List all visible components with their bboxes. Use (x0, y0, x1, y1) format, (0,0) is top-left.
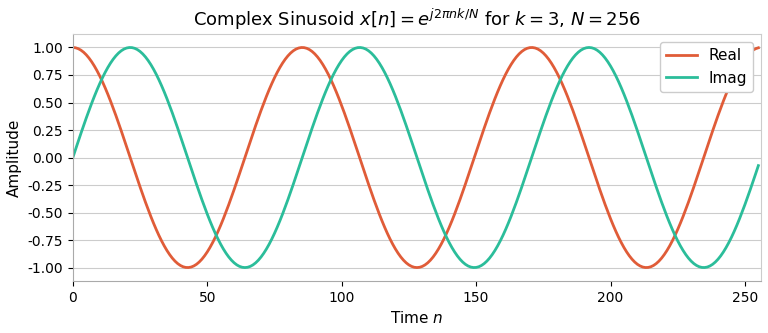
Imag (286, 190, 295, 194)
Imag (584, 46, 594, 50)
Imag (240, 266, 250, 270)
Imag (630, 121, 639, 125)
Imag (409, 148, 419, 152)
Real (412, 266, 422, 270)
Line: Imag: Imag (73, 48, 758, 268)
Line: Real: Real (73, 48, 758, 268)
Imag (68, 156, 78, 160)
Real (329, 84, 338, 88)
Imag (753, 164, 763, 167)
Real (68, 46, 78, 50)
Imag (332, 67, 341, 71)
Title: Complex Sinusoid $x[n] = e^{j2\pi nk/N}$ for $k = 3$, $N = 256$: Complex Sinusoid $x[n] = e^{j2\pi nk/N}$… (193, 7, 641, 32)
Real (753, 46, 763, 50)
Real (366, 190, 376, 194)
X-axis label: Time $n$: Time $n$ (390, 310, 444, 326)
Imag (323, 84, 333, 88)
Real (283, 54, 293, 58)
Y-axis label: Amplitude: Amplitude (7, 118, 22, 197)
Legend: Real, Imag: Real, Imag (660, 42, 753, 92)
Real (627, 257, 637, 261)
Real (407, 264, 416, 268)
Imag (369, 54, 379, 58)
Real (321, 67, 330, 71)
